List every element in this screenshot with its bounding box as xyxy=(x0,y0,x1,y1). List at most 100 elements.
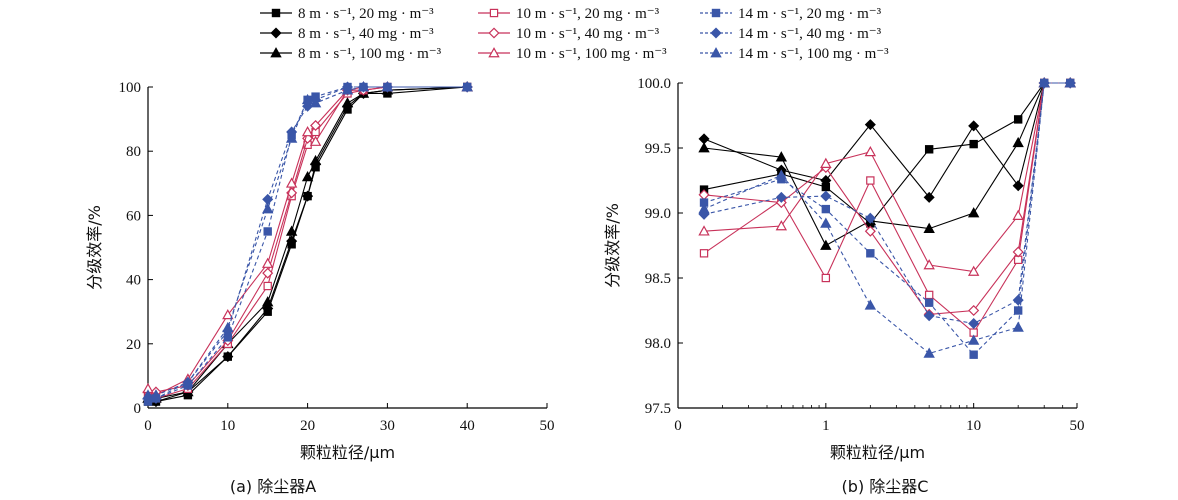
legend-marker xyxy=(488,27,500,39)
data-point xyxy=(923,259,935,270)
legend-label: 8 m · s⁻¹, 20 mg · m⁻³ xyxy=(298,5,434,22)
data-point xyxy=(182,376,194,387)
x-tick-label: 0 xyxy=(144,418,152,434)
legend-swatch xyxy=(260,47,292,58)
data-point xyxy=(1013,115,1023,124)
legend-marker xyxy=(710,27,722,39)
y-axis-label: 分级效率/% xyxy=(85,205,104,290)
legend-label: 10 m · s⁻¹, 40 mg · m⁻³ xyxy=(516,25,660,42)
data-point xyxy=(969,139,978,149)
data-point xyxy=(357,81,370,92)
legend-item: 10 m · s⁻¹, 40 mg · m⁻³ xyxy=(476,24,659,42)
x-tick-label: 0 xyxy=(674,418,682,434)
legend-swatch xyxy=(260,8,292,18)
data-point xyxy=(309,97,322,108)
data-point xyxy=(698,225,710,236)
series-8 xyxy=(142,81,473,400)
data-point xyxy=(302,190,314,202)
legend-swatch xyxy=(700,27,732,39)
data-point xyxy=(1012,321,1024,332)
data-point xyxy=(285,225,298,236)
data-point xyxy=(864,212,876,224)
series-line xyxy=(147,86,468,403)
data-point xyxy=(263,281,272,291)
data-point xyxy=(967,207,980,218)
data-point xyxy=(967,334,980,345)
legend-item: 8 m · s⁻¹, 40 mg · m⁻³ xyxy=(258,24,434,42)
y-tick-label: 0 xyxy=(134,401,142,417)
data-point xyxy=(698,203,710,214)
x-axis-label: 颗粒粒径/μm xyxy=(300,443,395,462)
legend-marker xyxy=(270,27,282,39)
series-2 xyxy=(698,77,1076,250)
data-point xyxy=(222,351,234,363)
data-point xyxy=(1012,246,1024,258)
legend-item: 8 m · s⁻¹, 100 mg · m⁻³ xyxy=(258,44,441,62)
legend-item: 8 m · s⁻¹, 20 mg · m⁻³ xyxy=(258,4,434,22)
data-point xyxy=(301,170,314,182)
data-point xyxy=(341,97,354,108)
y-tick-label: 98.0 xyxy=(645,336,671,352)
data-point xyxy=(923,347,935,358)
data-point xyxy=(968,120,980,132)
legend-label: 14 m · s⁻¹, 20 mg · m⁻³ xyxy=(738,5,882,22)
data-point xyxy=(1012,209,1024,220)
data-point xyxy=(263,227,272,236)
legend-item: 10 m · s⁻¹, 100 mg · m⁻³ xyxy=(476,44,667,62)
legend-marker xyxy=(489,8,499,18)
x-tick-label: 10 xyxy=(966,418,981,434)
data-point xyxy=(968,317,980,330)
data-point xyxy=(775,220,788,231)
data-point xyxy=(286,187,298,199)
data-point xyxy=(923,222,935,233)
data-point xyxy=(866,249,875,258)
legend-swatch xyxy=(478,47,510,58)
panel-caption: (a) 除尘器A xyxy=(230,477,316,496)
data-point xyxy=(309,154,322,166)
legend-swatch xyxy=(260,27,292,39)
data-point xyxy=(924,290,934,300)
legend-marker xyxy=(270,47,282,58)
legend-item: 10 m · s⁻¹, 20 mg · m⁻³ xyxy=(476,4,659,22)
data-point xyxy=(302,100,314,112)
data-point xyxy=(820,157,832,168)
data-point xyxy=(967,265,980,276)
panel-caption: (b) 除尘器C xyxy=(842,477,929,496)
x-tick-label: 30 xyxy=(380,418,395,434)
data-point xyxy=(150,389,162,400)
data-point xyxy=(698,142,710,153)
data-point xyxy=(301,126,314,137)
legend-label: 14 m · s⁻¹, 40 mg · m⁻³ xyxy=(738,25,882,42)
data-point xyxy=(775,151,788,162)
data-point xyxy=(775,169,788,180)
y-tick-label: 97.5 xyxy=(645,401,671,417)
y-tick-label: 80 xyxy=(126,144,141,160)
data-point xyxy=(1013,306,1023,315)
series-line xyxy=(703,82,1071,273)
data-point xyxy=(262,267,274,279)
y-tick-label: 99.0 xyxy=(645,206,671,222)
legend-swatch xyxy=(700,8,732,18)
data-point xyxy=(821,273,831,283)
data-point xyxy=(222,321,234,333)
series-0 xyxy=(699,78,1075,228)
x-tick-label: 10 xyxy=(220,418,235,434)
series-line xyxy=(703,82,1071,247)
series-line xyxy=(703,82,1071,199)
data-point xyxy=(1064,77,1076,88)
x-tick-label: 50 xyxy=(540,418,555,434)
series-line xyxy=(703,82,1071,355)
panel-b: 0 1 10 50 97.5 98.0 98.5 99.0 99.5 100.0 颗粒粒径/μm 分级… xyxy=(603,76,1085,496)
legend-label: 10 m · s⁻¹, 100 mg · m⁻³ xyxy=(516,45,667,62)
x-tick-label: 1 xyxy=(822,418,830,434)
series-7 xyxy=(698,77,1076,330)
data-point xyxy=(820,190,832,202)
legend-item: 14 m · s⁻¹, 40 mg · m⁻³ xyxy=(698,24,881,42)
data-point xyxy=(866,176,875,185)
y-tick-label: 99.5 xyxy=(645,141,671,157)
data-point xyxy=(821,204,831,214)
y-tick-label: 100.0 xyxy=(637,76,671,92)
data-point xyxy=(262,257,274,268)
data-point xyxy=(1038,77,1050,88)
